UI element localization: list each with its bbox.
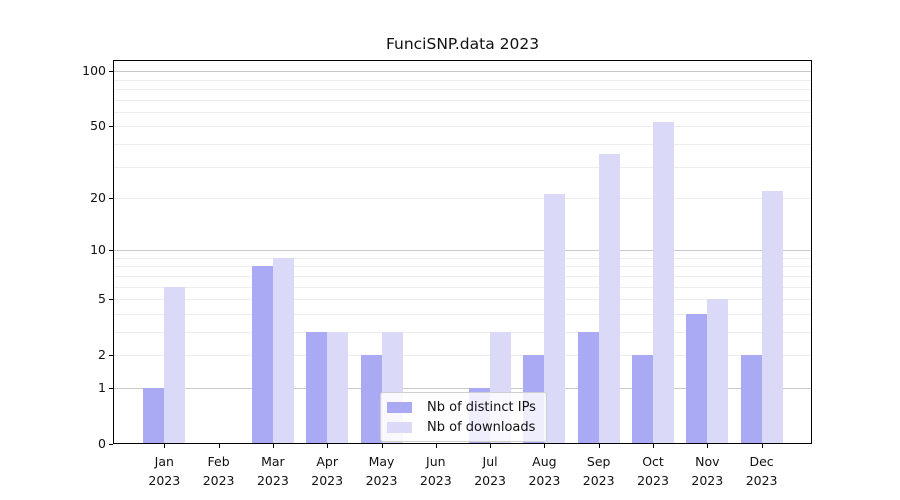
y-tick-label: 0 — [98, 436, 106, 451]
gridline-major — [113, 250, 812, 252]
x-tick-mark — [490, 444, 492, 448]
bar-downloads — [707, 299, 729, 444]
legend-label-distinct-ips: Nb of distinct IPs — [427, 399, 536, 415]
legend-item-downloads: Nb of downloads — [387, 417, 536, 437]
gridline-minor — [113, 275, 812, 277]
x-tick-label: Feb 2023 — [202, 454, 235, 488]
y-tick-mark — [109, 387, 113, 389]
chart-title: FunciSNP.data 2023 — [385, 35, 540, 53]
bar-distinct-ips — [143, 387, 165, 444]
x-tick-label: Nov 2023 — [691, 454, 724, 488]
bar-distinct-ips — [360, 355, 382, 444]
legend-swatch-distinct-ips — [387, 401, 412, 413]
gridline-major — [113, 387, 812, 389]
x-tick-mark — [327, 444, 329, 448]
gridline-minor — [113, 355, 812, 357]
x-tick-mark — [381, 444, 383, 448]
x-tick-label: Apr 2023 — [311, 454, 344, 488]
y-tick-label: 50 — [90, 118, 106, 134]
gridline-minor — [113, 299, 812, 301]
legend-swatch-downloads — [387, 421, 412, 433]
x-tick-label: Oct 2023 — [637, 454, 669, 488]
y-tick-mark — [109, 198, 113, 199]
legend: Nb of distinct IPs Nb of downloads — [380, 392, 547, 442]
x-tick-mark — [653, 444, 654, 448]
plot-area: Nb of distinct IPs Nb of downloads — [113, 60, 812, 444]
x-tick-label: Dec 2023 — [745, 454, 778, 488]
y-tick-label: 20 — [90, 190, 106, 205]
y-tick-label: 1 — [98, 379, 106, 395]
gridline-minor — [113, 99, 812, 101]
gridline-minor — [113, 313, 812, 315]
bar-downloads — [761, 190, 783, 444]
bar-distinct-ips — [251, 266, 273, 444]
bar-distinct-ips — [306, 331, 328, 444]
y-tick-mark — [109, 126, 113, 128]
x-tick-label: Sep 2023 — [582, 454, 615, 488]
y-tick-label: 5 — [98, 291, 106, 307]
bar-distinct-ips — [740, 355, 762, 444]
gridline-major — [113, 71, 812, 73]
gridline-minor — [113, 79, 812, 81]
y-tick-label: 2 — [98, 347, 106, 363]
gridline-minor — [113, 266, 812, 268]
x-tick-mark — [164, 444, 166, 448]
legend-item-distinct-ips: Nb of distinct IPs — [387, 397, 536, 417]
bar-downloads — [544, 194, 566, 444]
gridline-minor — [113, 88, 812, 90]
bar-downloads — [272, 257, 294, 444]
y-tick-mark — [109, 355, 113, 357]
bar-distinct-ips — [577, 331, 599, 444]
y-tick-mark — [109, 250, 113, 252]
x-tick-label: Jun 2023 — [419, 454, 452, 488]
x-tick-mark — [435, 444, 437, 448]
bar-downloads — [327, 331, 349, 444]
bar-downloads — [164, 286, 186, 444]
x-tick-label: Mar 2023 — [256, 454, 289, 488]
bar-downloads — [653, 121, 674, 444]
x-tick-label: Jan 2023 — [148, 454, 181, 488]
y-tick-mark — [109, 71, 113, 73]
gridline-minor — [113, 166, 812, 168]
x-tick-mark — [544, 444, 546, 448]
gridline-minor — [113, 331, 812, 333]
legend-label-downloads: Nb of downloads — [427, 419, 536, 435]
x-tick-mark — [272, 444, 274, 448]
y-tick-label: 100 — [82, 63, 106, 79]
gridline-minor — [113, 111, 812, 113]
gridline-minor — [113, 126, 812, 128]
x-tick-mark — [707, 444, 709, 448]
x-tick-mark — [761, 444, 763, 448]
x-tick-label: Aug 2023 — [528, 454, 561, 488]
y-tick-mark — [109, 299, 113, 301]
gridline-minor — [113, 198, 812, 199]
bar-downloads — [598, 154, 620, 444]
y-tick-mark — [109, 444, 113, 445]
gridline-minor — [113, 143, 812, 145]
x-tick-mark — [218, 444, 220, 448]
bar-distinct-ips — [632, 355, 653, 444]
y-tick-label: 10 — [90, 242, 106, 258]
x-tick-label: May 2023 — [365, 454, 398, 488]
bar-distinct-ips — [686, 313, 708, 444]
gridline-minor — [113, 257, 812, 259]
gridline-minor — [113, 286, 812, 288]
x-tick-label: Jul 2023 — [474, 454, 506, 488]
x-tick-mark — [598, 444, 600, 448]
